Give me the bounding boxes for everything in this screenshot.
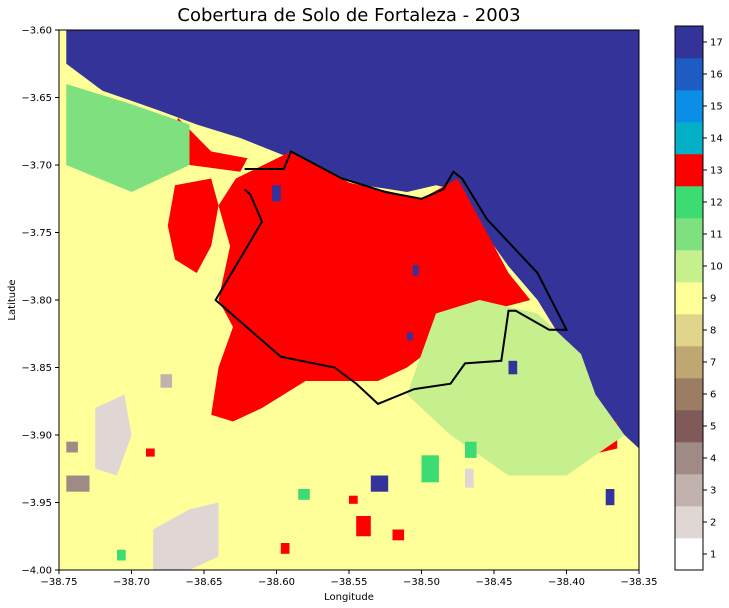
patch-class-2 (465, 468, 474, 488)
region-urban-northwest (167, 178, 219, 273)
municipal-boundary (214, 150, 569, 406)
patch-class-12 (421, 455, 439, 483)
colorbar-swatch-17 (675, 26, 703, 59)
region-urban-core (211, 151, 531, 422)
x-tick-label: −38.55 (330, 577, 367, 588)
colorbar-swatch-16 (675, 58, 703, 91)
colorbar-label: 13 (710, 166, 723, 177)
colorbar-swatch-10 (675, 250, 703, 283)
colorbar-label: 11 (710, 230, 723, 241)
y-tick-label: −3.85 (21, 363, 52, 374)
patch-class-17 (370, 475, 389, 492)
y-axis: −3.60 −3.65 −3.70 −3.75 −3.80 −3.85 −3.90 −3.95… (21, 26, 59, 577)
colorbar-swatch-7 (675, 346, 703, 379)
patch-class-17 (407, 332, 413, 341)
boundary-line (214, 150, 569, 406)
y-axis-label: Latitude (7, 279, 18, 320)
patch-class-4 (66, 475, 90, 492)
patch-class-13 (146, 448, 155, 457)
colorbar-label: 14 (710, 134, 723, 145)
y-tick-label: −3.90 (21, 431, 52, 442)
colorbar-swatch-15 (675, 90, 703, 123)
region-vegetation-band (66, 84, 190, 192)
colorbar-swatch-12 (675, 186, 703, 219)
x-axis-label: Longitude (324, 592, 374, 603)
colorbar-label: 5 (710, 422, 716, 433)
colorbar-label: 17 (710, 38, 723, 49)
colorbar-swatch-3 (675, 474, 703, 507)
colorbar-label: 9 (710, 294, 716, 305)
x-tick-label: −38.65 (185, 577, 222, 588)
y-tick-label: −4.00 (21, 566, 52, 577)
colorbar-frame (674, 25, 704, 571)
x-tick-label: −38.70 (113, 577, 150, 588)
patch-class-13 (349, 495, 358, 504)
colorbar-label: 6 (710, 390, 716, 401)
colorbar-swatch-8 (675, 314, 703, 347)
colorbar-swatch-1 (675, 538, 703, 571)
patch-class-17 (605, 489, 615, 506)
x-tick-label: −38.45 (475, 577, 512, 588)
region-ocean (66, 30, 639, 449)
y-tick-label: −3.75 (21, 228, 52, 239)
colorbar-label: 12 (710, 198, 723, 209)
x-tick-label: −38.75 (40, 577, 77, 588)
colorbar-swatch-5 (675, 410, 703, 443)
patch-class-3 (160, 374, 173, 388)
x-tick-label: −38.50 (403, 577, 440, 588)
x-axis: −38.75 −38.70 −38.65 −38.60 −38.55 −38.50 −38.… (40, 570, 658, 588)
x-tick-label: −38.40 (548, 577, 585, 588)
patch-class-17 (508, 360, 518, 375)
colorbar-label: 16 (710, 70, 723, 81)
region-urban-south (356, 516, 371, 537)
plot-area (59, 30, 639, 570)
land-cover-regions (66, 30, 639, 570)
colorbar-label: 15 (710, 102, 723, 113)
y-tick-label: −3.65 (21, 93, 52, 104)
colorbar-swatch-11 (675, 218, 703, 251)
y-tick-label: −3.70 (21, 161, 52, 172)
region-vegetation-east (407, 300, 625, 476)
colorbar-swatch-14 (675, 122, 703, 155)
colorbar-label: 3 (710, 486, 716, 497)
colorbar-swatch-2 (675, 506, 703, 539)
chart-title: Cobertura de Solo de Fortaleza - 2003 (177, 5, 520, 26)
colorbar-label: 10 (710, 262, 723, 273)
y-tick-label: −3.60 (21, 26, 52, 37)
colorbar-label: 4 (710, 454, 716, 465)
y-tick-label: −3.95 (21, 498, 52, 509)
colorbar-label: 2 (710, 518, 716, 529)
region-bare-soil-south (153, 502, 219, 570)
patch-class-12 (298, 489, 310, 500)
land-cover-patches (66, 185, 615, 561)
patch-class-13 (280, 543, 290, 554)
y-tick-label: −3.80 (21, 296, 52, 307)
region-urban-coast-north (172, 117, 248, 172)
colorbar-swatch-6 (675, 378, 703, 411)
patch-class-12 (465, 441, 477, 458)
patch-class-17 (272, 185, 281, 202)
colorbar-swatch-9 (675, 282, 703, 315)
colorbar-label: 7 (710, 358, 716, 369)
patch-class-17 (412, 264, 419, 276)
patch-class-12 (117, 549, 126, 561)
colorbar-swatch-13 (675, 154, 703, 187)
region-bare-soil-west (95, 394, 132, 476)
patch-class-13 (392, 529, 405, 541)
colorbar-label: 8 (710, 326, 716, 337)
colorbar-swatch-4 (675, 442, 703, 475)
x-tick-label: −38.60 (258, 577, 295, 588)
patch-class-4 (66, 441, 78, 453)
colorbar-label: 1 (710, 550, 716, 561)
x-tick-label: −38.35 (620, 577, 657, 588)
